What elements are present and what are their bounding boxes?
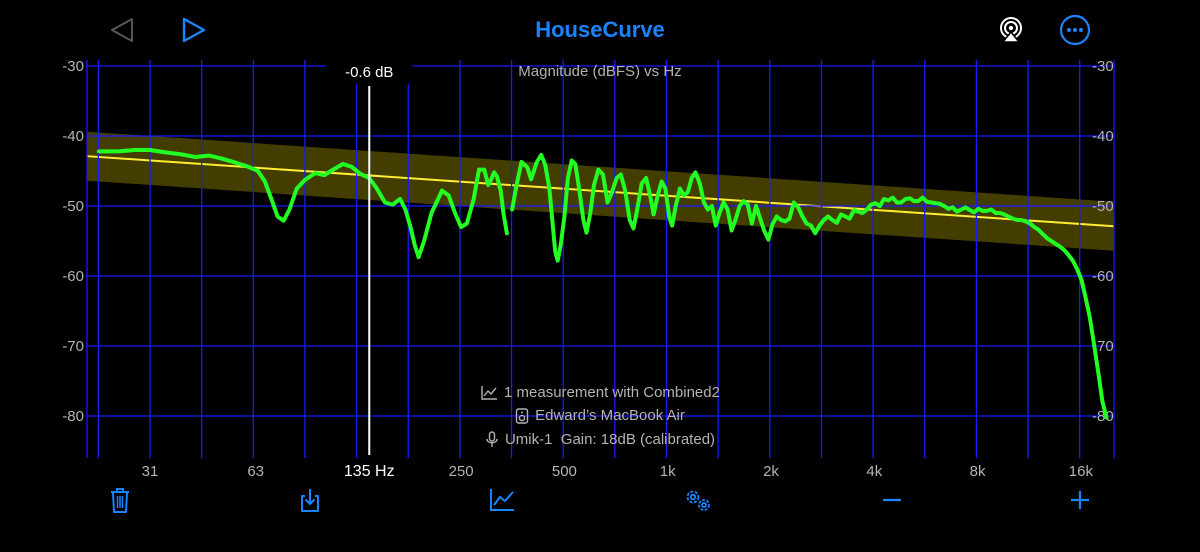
play-right-icon <box>182 17 206 43</box>
trash-icon <box>111 488 129 513</box>
export-button[interactable] <box>292 484 328 516</box>
chart-button[interactable] <box>484 484 520 516</box>
y-tick-label-right: -80 <box>1092 408 1114 425</box>
y-tick-label-left: -50 <box>62 198 84 215</box>
x-tick-label: 8k <box>970 463 986 480</box>
chart-line-icon <box>481 385 498 400</box>
y-tick-label-right: -70 <box>1092 338 1114 355</box>
minus-icon <box>883 498 901 502</box>
device-name-label: Edward’s MacBook Air <box>535 407 685 424</box>
y-tick-label-left: -30 <box>62 58 84 75</box>
x-tick-label: 31 <box>142 463 159 480</box>
mic-info: Umik-1 Gain: 18dB (calibrated) <box>0 431 1200 448</box>
chart-title: Magnitude (dBFS) vs Hz <box>518 63 681 80</box>
mic-label: Umik-1 Gain: 18dB (calibrated) <box>504 431 716 448</box>
measurement-count-label: 1 measurement with Combined2 <box>504 384 720 401</box>
x-tick-label: 500 <box>552 463 577 480</box>
measurement-line-segment <box>510 152 1109 420</box>
zoom-out-button[interactable] <box>874 484 910 516</box>
x-tick-label: 1k <box>660 463 676 480</box>
chart-grid: -30 -30 -40 -40 -50 -50 -60 -60 -70 -70 -80 -80 31 63… <box>62 58 1115 480</box>
cursor-readout: -0.6 dB <box>345 64 393 81</box>
more-button[interactable] <box>1057 12 1093 48</box>
play-left-icon <box>111 18 133 42</box>
ellipsis-circle-icon <box>1059 14 1091 46</box>
x-tick-label: 4k <box>866 463 882 480</box>
plus-icon <box>1071 491 1089 509</box>
y-tick-label-right: -50 <box>1092 198 1114 215</box>
gears-icon <box>686 490 710 511</box>
y-tick-label-right: -40 <box>1092 128 1114 145</box>
cursor-readout-background <box>326 60 413 84</box>
microphone-icon <box>486 431 498 447</box>
airplay-icon <box>1000 17 1022 43</box>
target-curve <box>86 131 1115 251</box>
frequency-cursor[interactable]: -0.6 dB 135 Hz <box>326 60 413 480</box>
target-line <box>86 155 1115 228</box>
y-tick-label-left: -80 <box>62 408 84 425</box>
device-info: Edward’s MacBook Air <box>0 407 1200 424</box>
speaker-icon <box>515 407 529 424</box>
settings-button[interactable] <box>680 484 716 516</box>
chart-line-icon <box>490 489 514 511</box>
x-tick-label: 63 <box>247 463 264 480</box>
back-button[interactable] <box>104 12 140 48</box>
y-tick-label-left: -70 <box>62 338 84 355</box>
forward-button[interactable] <box>176 12 212 48</box>
y-tick-label-left: -60 <box>62 268 84 285</box>
y-tick-label-right: -60 <box>1092 268 1114 285</box>
airplay-button[interactable] <box>993 12 1029 48</box>
x-tick-label: 250 <box>449 463 474 480</box>
zoom-in-button[interactable] <box>1062 484 1098 516</box>
x-tick-label: 16k <box>1069 463 1094 480</box>
measurement-info: 1 measurement with Combined2 <box>0 384 1200 401</box>
x-tick-label: 2k <box>763 463 779 480</box>
delete-button[interactable] <box>102 484 138 516</box>
y-tick-label-right: -30 <box>1092 58 1114 75</box>
tray-download-icon <box>301 489 319 512</box>
y-tick-label-left: -40 <box>62 128 84 145</box>
cursor-frequency-label: 135 Hz <box>344 463 395 480</box>
